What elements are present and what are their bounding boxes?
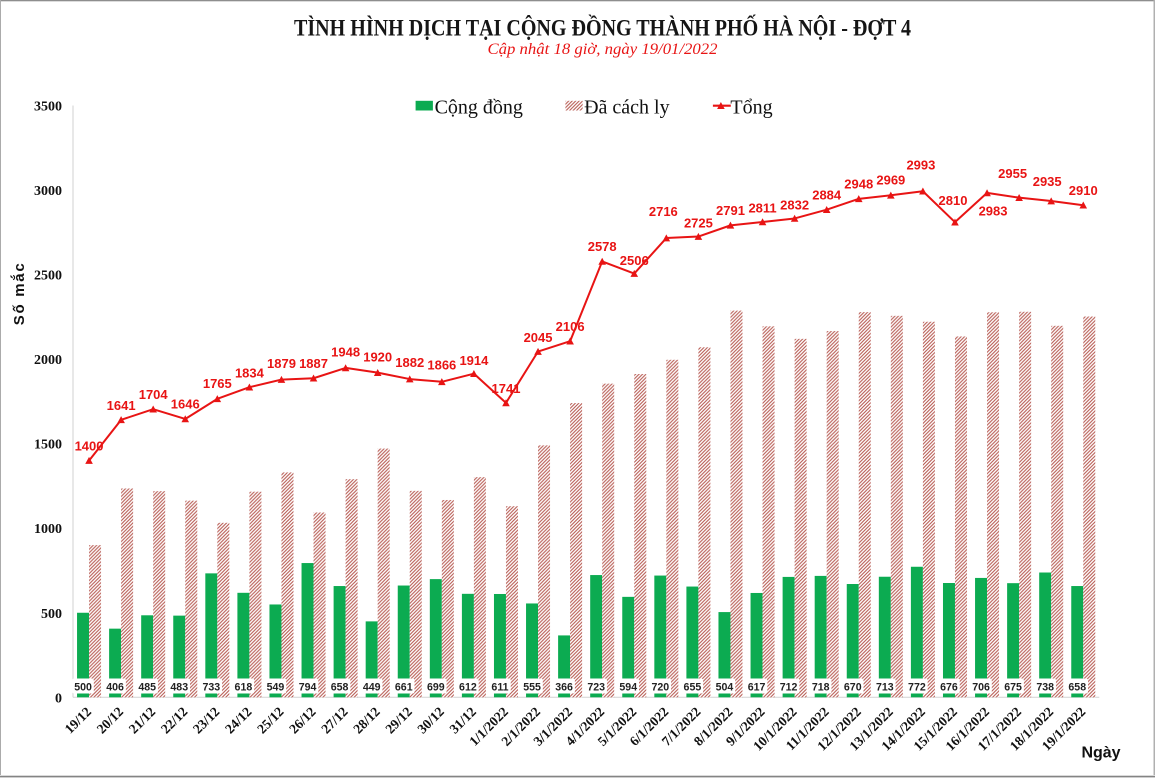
svg-text:738: 738 [1036, 682, 1054, 694]
svg-text:612: 612 [459, 682, 477, 694]
svg-text:Cộng đồng: Cộng đồng [435, 97, 523, 119]
svg-text:2993: 2993 [906, 158, 935, 173]
svg-text:500: 500 [74, 682, 92, 694]
svg-text:2578: 2578 [588, 239, 617, 254]
svg-text:2983: 2983 [979, 203, 1008, 218]
svg-text:TÌNH HÌNH DỊCH TẠI CỘNG ĐỒNG T: TÌNH HÌNH DỊCH TẠI CỘNG ĐỒNG THÀNH PHỐ H… [294, 15, 911, 41]
svg-text:2810: 2810 [939, 193, 968, 208]
svg-text:2832: 2832 [780, 197, 809, 212]
svg-text:485: 485 [138, 682, 156, 694]
svg-text:449: 449 [363, 682, 381, 694]
svg-text:2935: 2935 [1033, 174, 1062, 189]
svg-text:675: 675 [1004, 682, 1022, 694]
svg-text:706: 706 [972, 682, 990, 694]
svg-text:1741: 1741 [492, 381, 521, 396]
svg-text:2500: 2500 [34, 269, 62, 284]
svg-text:1641: 1641 [107, 398, 136, 413]
svg-text:1866: 1866 [427, 357, 456, 372]
svg-text:3500: 3500 [34, 100, 62, 115]
svg-text:483: 483 [170, 682, 188, 694]
svg-text:2791: 2791 [716, 203, 745, 218]
svg-text:1887: 1887 [299, 356, 328, 371]
svg-text:549: 549 [267, 682, 285, 694]
svg-text:2884: 2884 [812, 187, 842, 202]
svg-text:1948: 1948 [331, 344, 360, 359]
svg-text:772: 772 [908, 682, 926, 694]
svg-text:2725: 2725 [684, 216, 713, 231]
svg-text:594: 594 [619, 682, 637, 694]
svg-text:733: 733 [202, 682, 220, 694]
svg-text:1879: 1879 [267, 356, 296, 371]
svg-text:3000: 3000 [34, 184, 62, 199]
svg-text:555: 555 [523, 682, 541, 694]
svg-text:Cập nhật 18 giờ, ngày 19/01/20: Cập nhật 18 giờ, ngày 19/01/2022 [488, 41, 718, 58]
svg-text:366: 366 [555, 682, 573, 694]
svg-text:406: 406 [106, 682, 124, 694]
svg-text:1765: 1765 [203, 376, 232, 391]
svg-text:2106: 2106 [556, 319, 585, 334]
svg-text:661: 661 [395, 682, 413, 694]
svg-text:1882: 1882 [395, 355, 424, 370]
svg-text:2045: 2045 [524, 330, 553, 345]
svg-text:2506: 2506 [620, 253, 649, 268]
svg-text:1704: 1704 [139, 387, 169, 402]
svg-text:1400: 1400 [75, 439, 104, 454]
svg-text:Đã cách ly: Đã cách ly [584, 97, 670, 119]
svg-text:500: 500 [41, 607, 62, 622]
svg-text:699: 699 [427, 682, 445, 694]
svg-text:718: 718 [812, 682, 830, 694]
svg-text:Ngày: Ngày [1081, 745, 1120, 762]
svg-text:2000: 2000 [34, 353, 62, 368]
svg-text:Số mắc: Số mắc [10, 263, 28, 325]
svg-text:2969: 2969 [876, 173, 905, 188]
svg-text:794: 794 [299, 682, 317, 694]
svg-text:1000: 1000 [34, 522, 62, 537]
svg-text:713: 713 [876, 682, 894, 694]
svg-text:1500: 1500 [34, 438, 62, 453]
svg-text:1914: 1914 [459, 353, 489, 368]
svg-text:611: 611 [491, 682, 508, 694]
svg-text:723: 723 [587, 682, 605, 694]
svg-text:2955: 2955 [998, 166, 1027, 181]
svg-text:1834: 1834 [235, 366, 265, 381]
svg-text:2716: 2716 [649, 204, 678, 219]
svg-text:504: 504 [716, 682, 734, 694]
svg-text:658: 658 [331, 682, 349, 694]
svg-text:670: 670 [844, 682, 862, 694]
svg-text:655: 655 [684, 682, 702, 694]
svg-text:658: 658 [1068, 682, 1086, 694]
svg-text:617: 617 [748, 682, 766, 694]
svg-text:2910: 2910 [1069, 183, 1098, 198]
svg-text:Tổng: Tổng [730, 97, 772, 119]
svg-text:618: 618 [235, 682, 253, 694]
svg-text:2811: 2811 [748, 201, 776, 216]
svg-text:712: 712 [780, 682, 798, 694]
svg-text:0: 0 [55, 691, 62, 706]
svg-text:720: 720 [651, 682, 669, 694]
svg-text:1646: 1646 [171, 396, 200, 411]
svg-text:1920: 1920 [363, 349, 392, 364]
svg-text:2948: 2948 [844, 177, 873, 192]
svg-text:676: 676 [940, 682, 958, 694]
